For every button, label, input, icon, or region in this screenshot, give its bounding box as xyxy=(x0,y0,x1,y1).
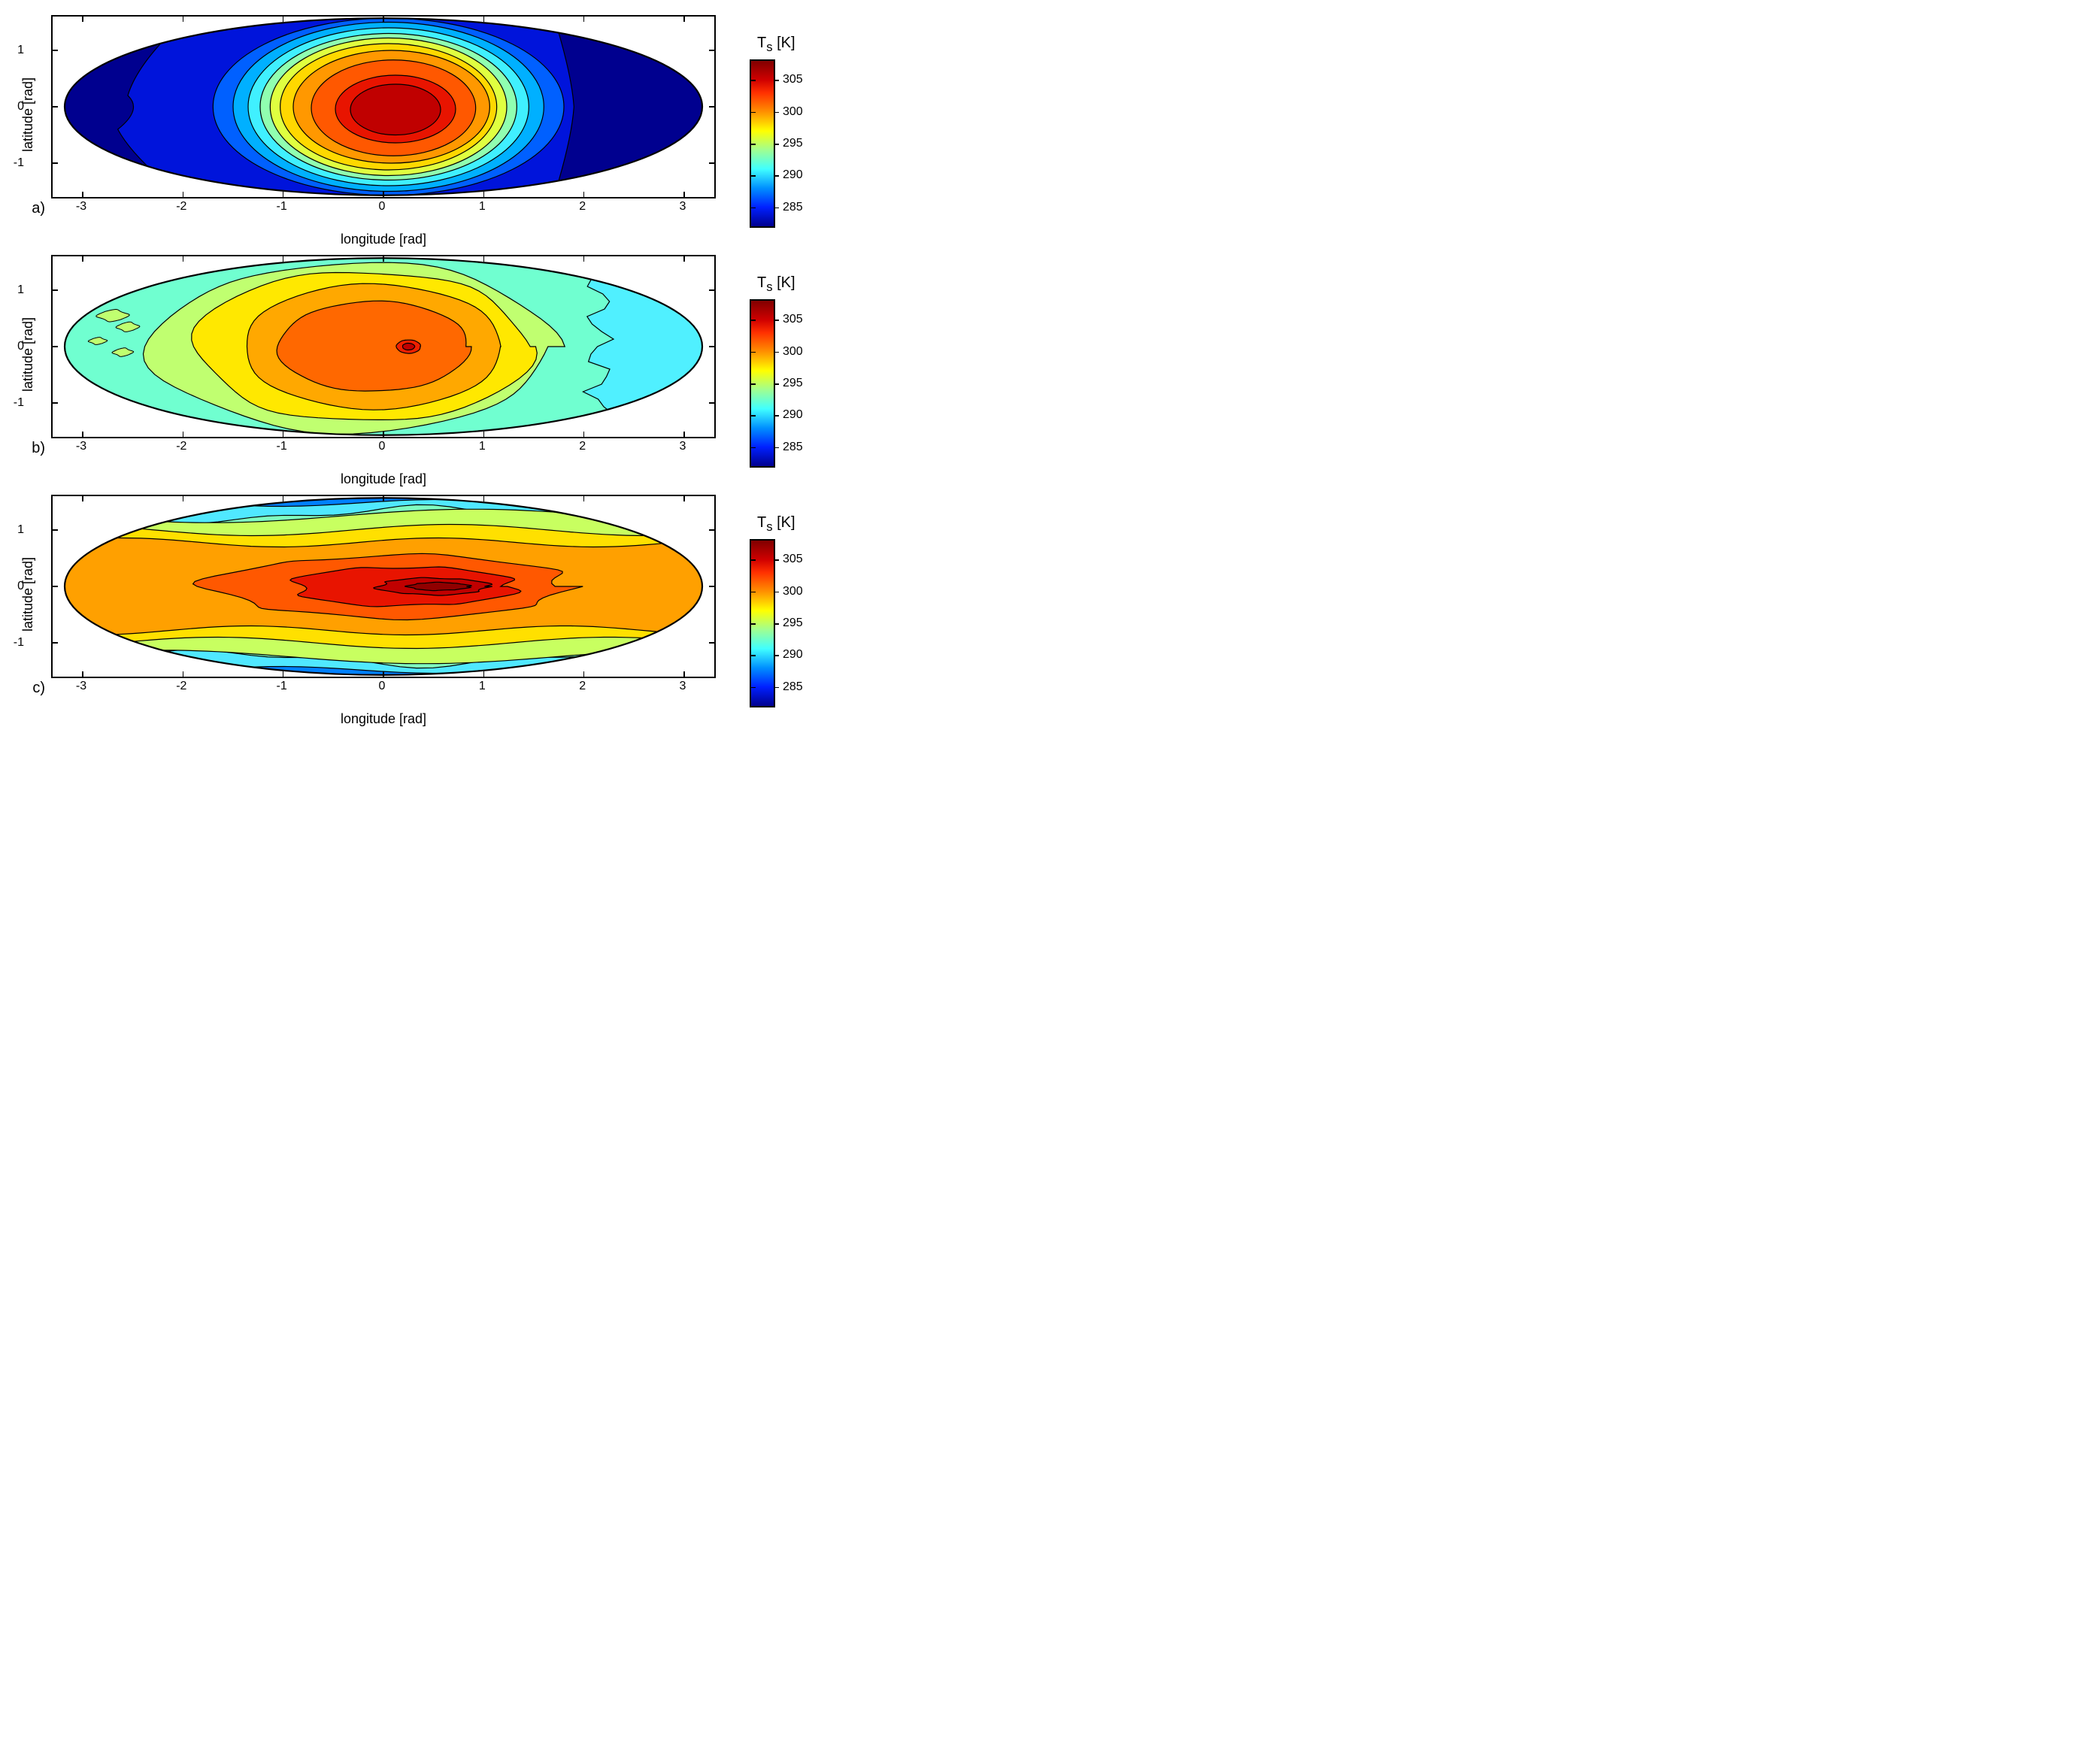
colorbar-tick-label: 305 xyxy=(783,73,803,86)
x-tick-label: -3 xyxy=(76,440,86,453)
colorbar-tick-label: 285 xyxy=(783,201,803,214)
y-axis-label: latitude [rad] xyxy=(20,317,36,392)
x-tick-label: -3 xyxy=(76,680,86,693)
plot-wrapper: latitude [rad]-101 -3 -2 -1 0 1 2 3 longitude [r… xyxy=(51,495,716,727)
x-tick-label: 0 xyxy=(379,440,386,453)
panel-label: c) xyxy=(15,680,51,727)
y-tick-label: -1 xyxy=(14,156,24,170)
y-tick-label: -1 xyxy=(14,396,24,410)
panel-c: c)latitude [rad]-101-3-2-10123longitude … xyxy=(15,495,917,727)
x-tick-label: 2 xyxy=(579,440,586,453)
y-axis-label: latitude [rad] xyxy=(20,557,36,632)
x-tick-label: 2 xyxy=(579,200,586,214)
x-tick-label: 0 xyxy=(379,200,386,214)
y-tick-label: 1 xyxy=(17,283,24,297)
colorbar-tick-label: 290 xyxy=(783,648,803,662)
colorbar: 285290295300305 xyxy=(750,59,775,228)
y-tick-label: 1 xyxy=(17,523,24,537)
y-tick-label: 0 xyxy=(17,340,24,353)
x-tick-label: 1 xyxy=(479,440,486,453)
plot-wrapper: latitude [rad]-101 -3 -2 -1 0 1 2 3 longitude [r… xyxy=(51,255,716,487)
panel-a: a)latitude [rad]-101-3-2-10123longitude … xyxy=(15,15,917,247)
x-tick-label: -1 xyxy=(277,200,287,214)
plot-frame: latitude [rad]-101 xyxy=(51,15,716,198)
colorbar-tick-label: 300 xyxy=(783,345,803,359)
x-axis-label: longitude [rad] xyxy=(51,471,716,487)
colorbar-tick-label: 295 xyxy=(783,616,803,630)
x-tick-label: 3 xyxy=(680,200,686,214)
colorbar-title: Ts [K] xyxy=(757,514,795,535)
colorbar-group: Ts [K] 285290295300305 xyxy=(750,514,795,707)
x-tick-label: -1 xyxy=(277,680,287,693)
plot-frame: latitude [rad]-101 xyxy=(51,255,716,438)
panel-b: b)latitude [rad]-101-3-2-10123longitude … xyxy=(15,255,917,487)
y-tick-label: 1 xyxy=(17,44,24,57)
colorbar-tick-label: 300 xyxy=(783,585,803,598)
colorbar-tick-label: 295 xyxy=(783,137,803,150)
x-axis-label: longitude [rad] xyxy=(51,711,716,727)
contour-plot xyxy=(53,496,714,677)
x-tick-label: 2 xyxy=(579,680,586,693)
x-tick-label: 3 xyxy=(680,440,686,453)
colorbar-tick-label: 300 xyxy=(783,105,803,119)
x-tick-label: 1 xyxy=(479,680,486,693)
colorbar: 285290295300305 xyxy=(750,299,775,468)
colorbar-tick-label: 285 xyxy=(783,680,803,694)
x-tick-label: -2 xyxy=(176,440,186,453)
x-tick-label: -1 xyxy=(277,440,287,453)
y-tick-label: 0 xyxy=(17,580,24,593)
colorbar-tick-label: 305 xyxy=(783,313,803,326)
x-axis-label: longitude [rad] xyxy=(51,232,716,247)
colorbar-tick-label: 290 xyxy=(783,408,803,422)
panel-label: a) xyxy=(15,200,51,247)
x-tick-label: -2 xyxy=(176,680,186,693)
colorbar-title: Ts [K] xyxy=(757,274,795,295)
colorbar-title: Ts [K] xyxy=(757,35,795,55)
panel-label: b) xyxy=(15,440,51,487)
x-tick-label: 0 xyxy=(379,680,386,693)
y-tick-label: 0 xyxy=(17,100,24,114)
x-tick-label: -3 xyxy=(76,200,86,214)
colorbar-tick-label: 295 xyxy=(783,377,803,390)
figure-container: a)latitude [rad]-101-3-2-10123longitude … xyxy=(15,15,917,727)
plot-wrapper: latitude [rad]-101 -3 -2 -1 0 1 2 3 longitude [r… xyxy=(51,15,716,247)
contour-plot xyxy=(53,17,714,197)
colorbar-tick-label: 305 xyxy=(783,553,803,566)
x-tick-label: 3 xyxy=(680,680,686,693)
colorbar-tick-label: 290 xyxy=(783,168,803,182)
plot-frame: latitude [rad]-101 xyxy=(51,495,716,678)
y-axis-label: latitude [rad] xyxy=(20,77,36,152)
colorbar-group: Ts [K] 285290295300305 xyxy=(750,274,795,468)
colorbar: 285290295300305 xyxy=(750,539,775,707)
contour-plot xyxy=(53,256,714,437)
x-tick-label: 1 xyxy=(479,200,486,214)
colorbar-group: Ts [K] 285290295300305 xyxy=(750,35,795,228)
x-tick-label: -2 xyxy=(176,200,186,214)
y-tick-label: -1 xyxy=(14,636,24,650)
colorbar-tick-label: 285 xyxy=(783,441,803,454)
